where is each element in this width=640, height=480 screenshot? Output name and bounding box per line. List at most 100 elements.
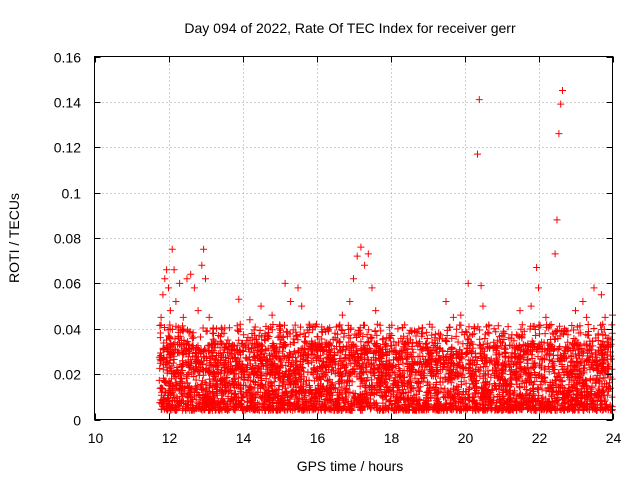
data-point [601, 380, 609, 388]
data-point [296, 331, 304, 338]
data-point [412, 339, 420, 347]
data-point [361, 261, 369, 269]
data-point [378, 352, 386, 360]
data-point [313, 320, 320, 328]
data-point [426, 393, 434, 401]
data-point [319, 346, 327, 354]
data-point [184, 384, 192, 392]
data-point [551, 250, 559, 258]
y-tick-labels: 0 0.02 0.04 0.06 0.08 0.1 0.12 0.14 0.16 [54, 50, 81, 429]
data-point [189, 395, 197, 403]
data-point [332, 323, 340, 331]
data-point [294, 336, 302, 344]
data-point [236, 357, 244, 365]
data-point [286, 330, 294, 338]
data-point [202, 365, 210, 373]
data-point [368, 376, 376, 384]
data-point [490, 325, 498, 333]
data-point [441, 385, 449, 393]
data-point [167, 389, 175, 397]
data-point [510, 343, 518, 351]
data-point [359, 361, 367, 369]
data-point [336, 404, 344, 412]
data-point [186, 389, 194, 397]
data-point [322, 402, 330, 410]
data-point [386, 397, 394, 404]
data-point [566, 388, 574, 395]
data-point [249, 389, 257, 397]
data-point [547, 336, 555, 343]
data-point [447, 388, 455, 396]
data-point [347, 360, 355, 368]
data-point [187, 356, 195, 364]
data-point [287, 360, 295, 368]
data-point [578, 395, 586, 403]
data-point [523, 394, 531, 402]
x-tick-label: 16 [310, 430, 326, 446]
data-point [597, 389, 605, 397]
data-point [225, 360, 233, 368]
data-point [583, 397, 591, 405]
data-point [176, 341, 184, 349]
data-point [452, 332, 460, 340]
data-point [176, 332, 184, 340]
data-point [258, 360, 266, 368]
data-point [569, 384, 577, 391]
data-point [376, 321, 384, 329]
data-point [470, 380, 477, 388]
data-point [392, 341, 400, 349]
data-point [360, 393, 368, 401]
data-point [413, 369, 421, 377]
data-point [518, 366, 526, 374]
data-point [216, 380, 224, 388]
data-point [281, 279, 289, 287]
data-point [584, 347, 592, 355]
data-point [471, 389, 479, 397]
data-point [308, 358, 316, 366]
data-point [533, 264, 541, 271]
data-point [390, 387, 398, 395]
data-point [252, 362, 260, 369]
data-point [374, 366, 382, 374]
data-point [327, 356, 335, 364]
data-point [213, 369, 221, 376]
data-point [326, 396, 334, 404]
data-point [381, 402, 389, 410]
data-point [439, 365, 447, 373]
data-point [340, 333, 348, 341]
data-point [269, 390, 277, 398]
data-point [163, 336, 170, 344]
data-point [554, 400, 562, 408]
data-point [481, 394, 489, 402]
data-point [236, 366, 244, 373]
data-point [353, 373, 361, 381]
data-point [379, 346, 387, 353]
data-point [433, 403, 441, 411]
data-point [314, 373, 322, 381]
data-point [243, 405, 250, 413]
data-point [232, 390, 240, 398]
data-point [590, 284, 598, 292]
data-point [528, 337, 536, 345]
data-point [404, 395, 412, 403]
data-point [470, 399, 478, 407]
data-point [428, 360, 435, 368]
data-point [306, 386, 314, 394]
data-point [553, 216, 561, 224]
data-point [219, 398, 227, 406]
data-point [297, 323, 304, 331]
data-point [356, 382, 364, 390]
data-point [607, 355, 615, 363]
data-point [570, 326, 578, 334]
data-point [600, 342, 608, 350]
data-point [399, 355, 407, 363]
data-point [235, 327, 243, 335]
data-point [331, 329, 339, 337]
data-point [437, 359, 444, 367]
data-point [595, 362, 603, 370]
data-point [509, 406, 516, 414]
data-point [292, 390, 300, 398]
data-point [276, 355, 284, 363]
data-point [423, 335, 431, 342]
data-point [472, 354, 480, 362]
